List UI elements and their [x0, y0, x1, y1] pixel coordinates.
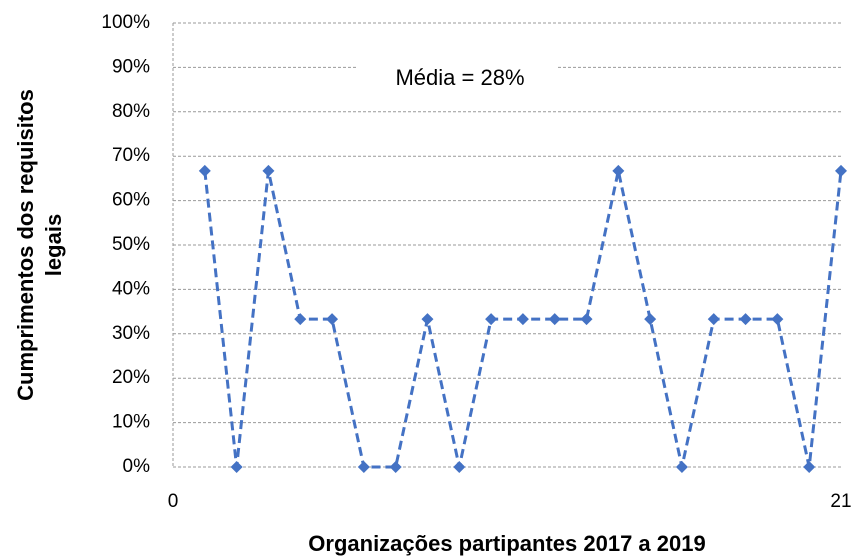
- y-axis-title: Cumprimentos dos requisitos legais: [13, 89, 66, 401]
- y-tick-label: 70%: [112, 145, 150, 166]
- data-point: [644, 313, 657, 326]
- y-tick-label: 50%: [112, 234, 150, 255]
- data-point: [771, 313, 784, 326]
- y-tick-label: 30%: [112, 323, 150, 344]
- y-axis-title-line: Cumprimentos dos requisitos: [13, 89, 38, 401]
- y-tick-label: 40%: [112, 278, 150, 299]
- y-axis-title-line: legais: [41, 214, 66, 276]
- data-point: [230, 461, 243, 473]
- data-point: [803, 461, 816, 473]
- data-point: [675, 461, 688, 473]
- x-axis-title: Organizações partipantes 2017 a 2019: [308, 531, 705, 556]
- annotation: Média = 28%: [395, 65, 524, 90]
- data-point: [198, 164, 211, 177]
- data-point: [294, 313, 307, 326]
- data-point: [357, 461, 370, 473]
- data-point: [739, 313, 752, 326]
- x-tick-label: 0: [168, 491, 179, 512]
- x-tick-label: 21: [830, 491, 851, 512]
- y-tick-label: 90%: [112, 56, 150, 77]
- y-tick-label: 60%: [112, 190, 150, 211]
- data-point: [707, 313, 720, 326]
- y-tick-label: 0%: [123, 456, 151, 477]
- data-point: [835, 164, 847, 177]
- data-point: [453, 461, 466, 473]
- data-point: [421, 313, 434, 326]
- y-tick-label: 100%: [101, 12, 150, 33]
- annotation-background: [357, 58, 557, 98]
- data-point: [580, 313, 593, 326]
- data-point: [612, 164, 625, 177]
- data-point: [485, 313, 498, 326]
- y-tick-label: 80%: [112, 101, 150, 122]
- data-point: [262, 164, 275, 177]
- data-point: [516, 313, 529, 326]
- y-tick-label: 10%: [112, 412, 150, 433]
- y-tick-label: 20%: [112, 367, 150, 388]
- data-point: [548, 313, 561, 326]
- data-point: [326, 313, 339, 326]
- data-point: [389, 461, 402, 473]
